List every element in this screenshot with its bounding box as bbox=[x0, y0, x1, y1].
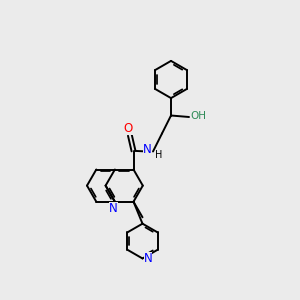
Text: N: N bbox=[143, 252, 152, 265]
Text: O: O bbox=[124, 122, 133, 135]
Text: N: N bbox=[109, 202, 118, 215]
Text: H: H bbox=[155, 150, 162, 160]
Text: OH: OH bbox=[190, 111, 207, 122]
Text: N: N bbox=[143, 142, 152, 156]
